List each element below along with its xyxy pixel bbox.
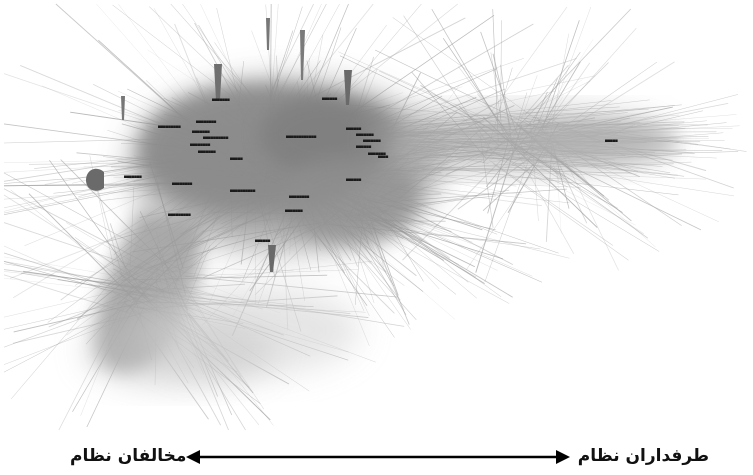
- edge-line: [392, 17, 546, 126]
- node-label: ■■■■■■■: [192, 129, 210, 134]
- edge-line: [185, 275, 399, 298]
- edge-line: [500, 20, 502, 120]
- edge-line: [531, 164, 735, 197]
- edge-line: [499, 157, 636, 226]
- node-label: ■■■■■■: [322, 96, 338, 101]
- node-label: ■■■■■■■: [212, 97, 230, 102]
- edge-line: [466, 149, 549, 270]
- edge-line: [437, 167, 637, 175]
- node-label: ■■■■■■■■■■: [203, 135, 229, 140]
- node-label: ■■■■■■■■: [190, 142, 211, 147]
- edge-line: [189, 260, 372, 282]
- node-label: ■■■■■■: [346, 177, 362, 182]
- node-label: ■■■■■■■: [363, 138, 381, 143]
- node-label: ■■■■■■■: [356, 132, 374, 137]
- edge-line: [10, 276, 116, 400]
- opponents-label: مخالفان نظام: [70, 446, 187, 466]
- node-label: ■■■■■■■■: [172, 181, 193, 186]
- edge-line: [492, 163, 629, 261]
- node-label: ■■■■■■: [356, 144, 372, 149]
- node-label: ■■■■■: [230, 156, 243, 161]
- supporters-label: طرفداران نظام: [577, 446, 709, 466]
- edge-line: [524, 64, 569, 116]
- node-label: ■■■■: [378, 154, 389, 159]
- node-label: ■■■■■■■: [124, 174, 142, 179]
- edge-line: [523, 155, 645, 235]
- axis-arrow: [186, 450, 570, 464]
- node-label: ■■■■■■: [255, 238, 271, 243]
- node-label: ■■■■■■■■: [289, 194, 310, 199]
- edge-line: [171, 269, 359, 277]
- node-label: ■■■■■■: [346, 126, 362, 131]
- node-label: ■■■■■■■■■: [168, 212, 191, 217]
- node-label: ■■■■■■■: [198, 149, 216, 154]
- node-label: ■■■■■■■: [285, 208, 303, 213]
- node-label: ■■■■■■■■■: [158, 124, 181, 129]
- node-label: ■■■■■■■■: [196, 119, 217, 124]
- edge-line: [431, 168, 706, 180]
- edge-line: [402, 150, 511, 261]
- node-labels: ■■■■■■■■■■■■■■■■■■■■■■■■■■■■■■■■■■■■■■■■…: [124, 96, 618, 243]
- hub-node-left: [86, 168, 104, 191]
- node-label: ■■■■■■■: [368, 151, 386, 156]
- node-label: ■■■■■: [605, 138, 618, 143]
- cluster-mass: [85, 80, 680, 385]
- edge-line: [489, 160, 614, 246]
- edge-line: [3, 245, 113, 294]
- edge-line: [3, 263, 111, 281]
- node-label: ■■■■■■■■■■■■: [286, 134, 317, 139]
- edge-line: [486, 6, 568, 118]
- node-label: ■■■■■■■■■■: [230, 188, 256, 193]
- hub-spikes: [86, 18, 352, 272]
- edge-line: [417, 164, 679, 196]
